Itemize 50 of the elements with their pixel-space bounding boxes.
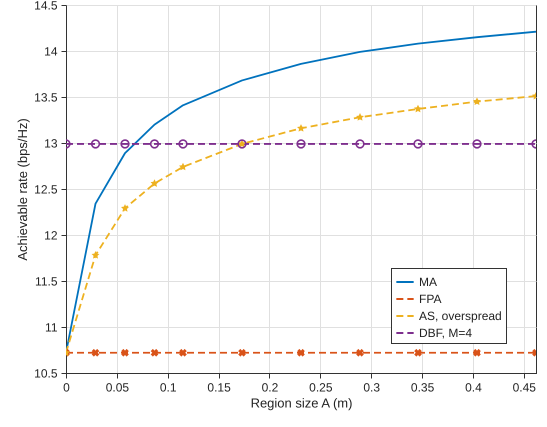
point — [413, 139, 423, 149]
y-tick-label: 12.5 — [34, 182, 58, 196]
legend-label: AS, overspread — [419, 309, 502, 323]
legend-label: MA — [419, 275, 437, 289]
x-tick-label: 0.3 — [363, 380, 380, 394]
legend-label: DBF, M=4 — [419, 326, 472, 340]
point — [121, 348, 129, 357]
y-tick-label: 12 — [44, 228, 58, 242]
x-tick-label: 0.2 — [262, 380, 279, 394]
legend-label: FPA — [419, 292, 442, 306]
x-tick-label: 0 — [63, 380, 70, 394]
point — [179, 162, 187, 170]
y-tick-label: 14 — [44, 44, 58, 58]
x-axis-title: Region size A (m) — [250, 396, 352, 410]
x-tick-label: 0.25 — [309, 380, 333, 394]
y-axis-title: Achievable rate (bps/Hz) — [15, 118, 30, 261]
point — [238, 348, 246, 357]
point — [120, 139, 130, 149]
y-tick-label: 10.5 — [34, 366, 58, 380]
y-tick-label: 11 — [45, 320, 58, 334]
point — [473, 348, 481, 357]
y-tick-label: 13 — [44, 136, 58, 150]
point — [414, 104, 422, 112]
point — [150, 179, 158, 187]
point — [150, 348, 158, 357]
y-tick-label: 14.5 — [34, 0, 58, 12]
point — [297, 348, 305, 357]
x-tick-label: 0.35 — [410, 380, 435, 394]
point — [92, 251, 100, 259]
point — [121, 204, 129, 212]
point — [355, 139, 365, 149]
point — [296, 139, 306, 149]
point — [414, 348, 422, 357]
point — [356, 113, 364, 121]
y-tick-label: 11.5 — [35, 274, 58, 288]
point — [356, 348, 364, 357]
x-tick-label: 0.45 — [512, 380, 536, 394]
y-tick-label: 13.5 — [34, 90, 58, 104]
point — [297, 124, 305, 132]
point — [473, 97, 481, 105]
point — [150, 139, 160, 149]
x-tick-label: 0.4 — [465, 380, 482, 394]
point — [90, 139, 100, 149]
x-tick-label: 0.05 — [106, 380, 130, 394]
point — [179, 348, 187, 357]
x-tick-label: 0.15 — [207, 380, 232, 394]
x-tick-label: 0.1 — [160, 380, 177, 394]
point — [178, 139, 188, 149]
point — [472, 139, 482, 149]
point — [92, 348, 100, 357]
